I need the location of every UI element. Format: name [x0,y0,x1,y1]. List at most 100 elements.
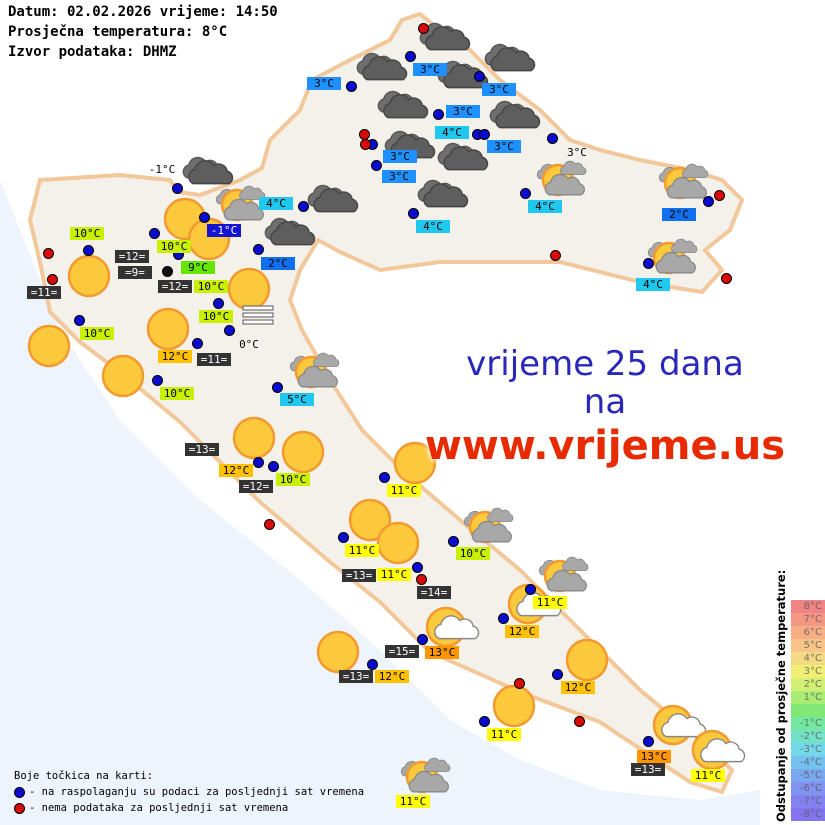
data-source-text: Izvor podataka: DHMZ [8,44,177,60]
scale-step: 2°C [791,678,825,691]
station-dot-missing[interactable] [514,678,525,689]
promo-url[interactable]: www.vrijeme.us [424,423,786,469]
temperature-badge: 10°C [80,327,114,340]
temperature-badge: 2°C [662,208,696,221]
station-dot-available[interactable] [408,208,419,219]
dot-legend: Boje točkica na karti: - na raspolaganju… [14,768,364,816]
partly-cloudy-icon [528,155,588,209]
sea-temperature-badge: =13= [339,670,373,683]
sea-temperature-badge: =13= [631,763,665,776]
partly-cloudy-icon [530,551,590,605]
station-dot-available[interactable] [479,129,490,140]
temperature-badge: 10°C [456,547,490,560]
sun-icon [368,518,428,572]
temperature-badge: 3°C [446,105,480,118]
promo-banner[interactable]: vrijeme 25 dana na www.vrijeme.us [405,345,805,469]
station-dot-available[interactable] [346,81,357,92]
temperature-badge: 3°C [482,83,516,96]
sun-icon [138,304,198,358]
station-dot-available[interactable] [520,188,531,199]
station-dot-available[interactable] [298,201,309,212]
station-dot-available[interactable] [703,196,714,207]
station-dot-available[interactable] [149,228,160,239]
station-dot-available[interactable] [379,472,390,483]
station-dot-available[interactable] [192,338,203,349]
sea-temperature-badge: =13= [185,443,219,456]
station-dot-available[interactable] [213,298,224,309]
station-dot-missing[interactable] [47,274,58,285]
partly-cloudy-icon [392,752,452,806]
station-dot-available[interactable] [268,461,279,472]
date-time-text: Datum: 02.02.2026 vrijeme: 14:50 [8,4,278,20]
station-dot-available[interactable] [253,457,264,468]
overcast-icon [303,177,363,231]
scale-step: -1°C [791,717,825,730]
station-dot-missing[interactable] [43,248,54,259]
sun-icon [59,251,119,305]
station-dot-available[interactable] [433,109,444,120]
scale-step: -8°C [791,808,825,821]
station-dot-missing[interactable] [264,519,275,530]
station-dot-available[interactable] [498,613,509,624]
temperature-badge: 4°C [259,197,293,210]
station-dot-available[interactable] [643,258,654,269]
fog-icon [228,290,288,344]
station-dot-missing[interactable] [360,139,371,150]
legend-row-missing: - nema podataka za posljednji sat vremen… [14,800,364,816]
temperature-badge: 2°C [261,257,295,270]
station-dot-available[interactable] [83,245,94,256]
sun-icon [385,438,445,492]
station-dot-available[interactable] [152,375,163,386]
average-temperature-text: Prosječna temperatura: 8°C [8,24,228,40]
temperature-badge: 10°C [157,240,191,253]
station-dot-dark[interactable] [162,266,173,277]
sea-temperature-badge: =15= [385,645,419,658]
sea-area [0,180,760,825]
station-dot-available[interactable] [479,716,490,727]
station-dot-missing[interactable] [550,250,561,261]
overcast-icon [415,15,475,69]
station-dot-available[interactable] [417,634,428,645]
partly-cloudy-icon [207,180,267,234]
station-dot-available[interactable] [172,183,183,194]
sun-icon [19,321,79,375]
station-dot-available[interactable] [367,659,378,670]
station-dot-available[interactable] [272,382,283,393]
station-dot-missing[interactable] [714,190,725,201]
station-dot-available[interactable] [199,212,210,223]
station-dot-available[interactable] [474,71,485,82]
temperature-badge: 11°C [487,728,521,741]
sun-white-cloud-icon [643,700,707,754]
station-dot-available[interactable] [405,51,416,62]
station-dot-available[interactable] [643,736,654,747]
station-dot-available[interactable] [448,536,459,547]
station-dot-available[interactable] [224,325,235,336]
station-dot-available[interactable] [74,315,85,326]
promo-line-1: vrijeme 25 dana [466,344,744,384]
legend-row-available: - na raspolaganju su podaci za posljednj… [14,784,364,800]
temperature-badge: 3°C [382,170,416,183]
temperature-badge: 11°C [691,769,725,782]
station-dot-available[interactable] [253,244,264,255]
sun-icon [557,635,617,689]
station-dot-available[interactable] [547,133,558,144]
scale-step: 8°C [791,600,825,613]
station-dot-missing[interactable] [721,273,732,284]
sea-temperature-badge: =12= [115,250,149,263]
station-dot-missing[interactable] [416,574,427,585]
station-dot-available[interactable] [371,160,382,171]
temperature-badge: 11°C [396,795,430,808]
station-dot-missing[interactable] [574,716,585,727]
station-dot-missing[interactable] [418,23,429,34]
station-dot-available[interactable] [525,584,536,595]
sun-icon [93,351,153,405]
station-dot-available[interactable] [338,532,349,543]
station-dot-available[interactable] [412,562,423,573]
overcast-icon [178,149,238,203]
sun-icon [340,495,400,549]
sea-temperature-badge: =9= [118,266,152,279]
overcast-icon [485,93,545,147]
partly-cloudy-icon [281,347,341,401]
station-dot-available[interactable] [552,669,563,680]
